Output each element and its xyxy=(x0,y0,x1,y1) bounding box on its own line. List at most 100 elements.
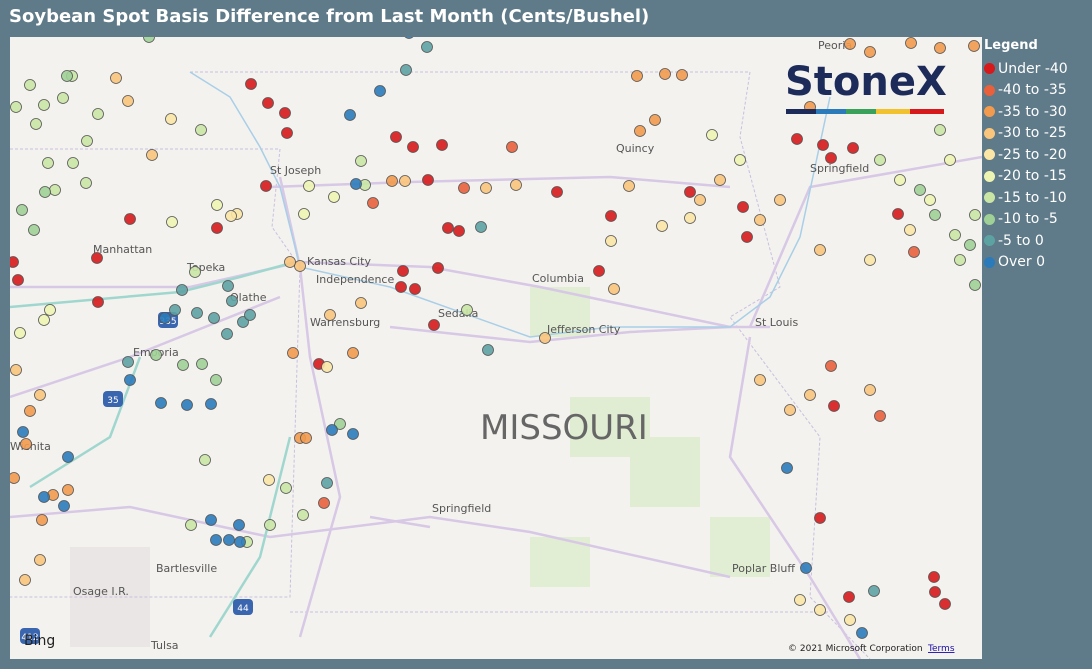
marker xyxy=(62,484,74,496)
marker xyxy=(774,194,786,206)
title: Soybean Spot Basis Difference from Last … xyxy=(9,6,650,27)
legend-label: -25 to -20 xyxy=(998,146,1067,163)
marker xyxy=(908,246,920,258)
legend-item[interactable]: -30 to -25 xyxy=(984,123,1068,145)
legend-swatch xyxy=(984,213,995,225)
legend-swatch xyxy=(984,84,995,96)
legend-label: -30 to -25 xyxy=(998,125,1067,142)
marker xyxy=(321,477,333,489)
place-label: Jefferson City xyxy=(546,323,621,336)
legend-item[interactable]: -5 to 0 xyxy=(984,230,1068,252)
marker xyxy=(196,358,208,370)
marker xyxy=(944,154,956,166)
marker xyxy=(684,212,696,224)
marker xyxy=(400,64,412,76)
legend-swatch xyxy=(984,106,995,118)
marker xyxy=(737,201,749,213)
marker xyxy=(347,428,359,440)
legend-label: -40 to -35 xyxy=(998,82,1067,99)
shield xyxy=(20,628,40,644)
legend-item[interactable]: -25 to -20 xyxy=(984,144,1068,166)
legend-item[interactable]: Under -40 xyxy=(984,58,1068,80)
map[interactable]: St Joseph Kansas City Independence Manhatta… xyxy=(10,37,982,659)
marker xyxy=(395,281,407,293)
marker xyxy=(874,410,886,422)
marker xyxy=(817,139,829,151)
marker xyxy=(506,141,518,153)
marker xyxy=(868,585,880,597)
place-label: Peoria xyxy=(818,39,852,52)
marker xyxy=(208,312,220,324)
marker xyxy=(38,99,50,111)
marker xyxy=(298,208,310,220)
marker xyxy=(34,389,46,401)
place-label: Kansas City xyxy=(307,255,371,268)
marker xyxy=(10,256,19,268)
marker xyxy=(864,254,876,266)
marker xyxy=(318,497,330,509)
shield-label: 44 xyxy=(237,604,249,614)
marker xyxy=(804,389,816,401)
markers xyxy=(10,37,981,639)
marker xyxy=(226,295,238,307)
legend-swatch xyxy=(984,170,995,182)
legend-swatch xyxy=(984,149,995,161)
legend-item[interactable]: -10 to -5 xyxy=(984,209,1068,231)
marker xyxy=(210,374,222,386)
terms-link[interactable]: Terms xyxy=(927,644,955,654)
marker xyxy=(934,124,946,136)
marker xyxy=(20,438,32,450)
marker xyxy=(605,235,617,247)
marker xyxy=(260,180,272,192)
marker xyxy=(844,38,856,50)
marker xyxy=(287,347,299,359)
marker xyxy=(800,562,812,574)
legend-item[interactable]: -15 to -10 xyxy=(984,187,1068,209)
marker xyxy=(929,209,941,221)
marker xyxy=(211,199,223,211)
marker xyxy=(539,332,551,344)
logo: StoneX xyxy=(785,59,947,105)
shield xyxy=(103,391,123,407)
marker xyxy=(80,177,92,189)
marker xyxy=(344,109,356,121)
marker xyxy=(205,398,217,410)
marker xyxy=(928,571,940,583)
marker xyxy=(784,404,796,416)
marker xyxy=(294,260,306,272)
marker xyxy=(510,179,522,191)
marker xyxy=(864,46,876,58)
marker xyxy=(124,213,136,225)
marker xyxy=(210,534,222,546)
marker xyxy=(924,194,936,206)
legend-item[interactable]: -35 to -30 xyxy=(984,101,1068,123)
marker xyxy=(146,149,158,161)
legend-title: Legend xyxy=(984,38,1038,53)
legend-label: -5 to 0 xyxy=(998,232,1044,249)
marker xyxy=(155,397,167,409)
marker xyxy=(593,265,605,277)
marker xyxy=(914,184,926,196)
legend-item[interactable]: -20 to -15 xyxy=(984,166,1068,188)
marker xyxy=(30,118,42,130)
marker xyxy=(714,174,726,186)
place-label: Osage I.R. xyxy=(73,585,129,598)
legend-item[interactable]: -40 to -35 xyxy=(984,80,1068,102)
marker xyxy=(233,519,245,531)
marker xyxy=(124,374,136,386)
marker xyxy=(10,364,22,376)
marker xyxy=(694,194,706,206)
marker xyxy=(38,314,50,326)
marker xyxy=(608,283,620,295)
marker xyxy=(205,514,217,526)
marker xyxy=(794,594,806,606)
legend-item[interactable]: Over 0 xyxy=(984,252,1068,274)
marker xyxy=(969,279,981,291)
marker xyxy=(245,78,257,90)
marker xyxy=(10,472,20,484)
marker xyxy=(706,129,718,141)
marker xyxy=(177,359,189,371)
marker xyxy=(684,186,696,198)
shield xyxy=(233,599,253,615)
